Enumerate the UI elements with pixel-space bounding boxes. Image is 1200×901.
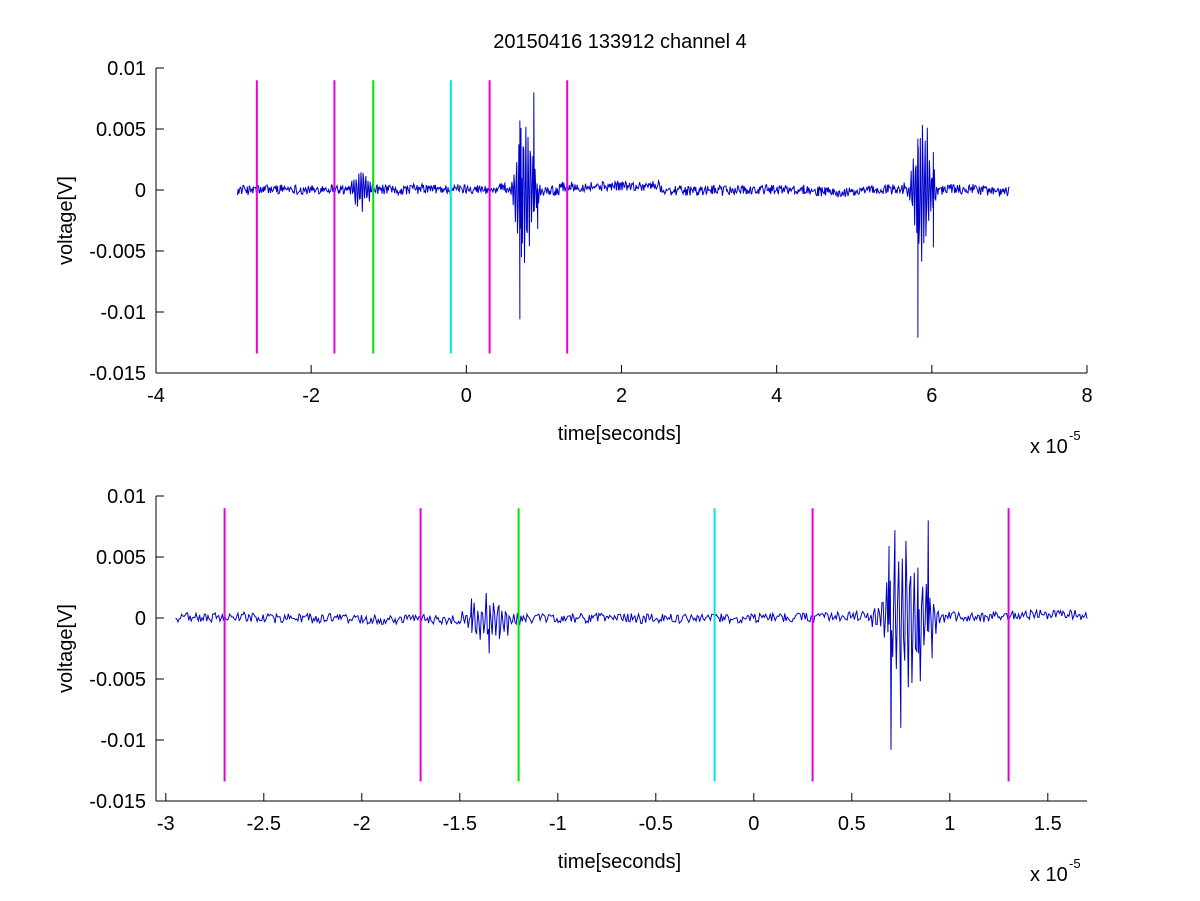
x-exponent-superscript: -5 <box>1069 428 1081 443</box>
x-tick-label: 0 <box>461 385 472 407</box>
chart-title: 20150416 133912 channel 4 <box>493 31 747 53</box>
x-exponent-label: x 10 <box>1030 436 1068 458</box>
y-tick-label: 0.005 <box>96 119 146 141</box>
x-tick-label: -2 <box>353 813 371 835</box>
y-tick-label: -0.015 <box>89 363 146 385</box>
x-tick-label: -1 <box>549 813 567 835</box>
x-tick-label: 0.5 <box>838 813 866 835</box>
signal-line <box>236 92 1010 338</box>
x-tick-label: -3 <box>157 813 175 835</box>
bottom-subplot: 0.01 0.005 0 -0.005 -0.01 -0.015 -3 -2.5 -2 -1.5 -… <box>55 486 1088 886</box>
x-tick-label: -4 <box>147 385 165 407</box>
top-subplot: 0.01 0.005 0 -0.005 -0.01 -0.015-4 -2 0 2 4 6 8 time… <box>55 58 1093 458</box>
y-tick-label: 0 <box>135 608 146 630</box>
x-tick-label: -1.5 <box>443 813 477 835</box>
x-exponent-label: x 10 <box>1030 864 1068 886</box>
y-tick-label: 0.01 <box>107 58 146 80</box>
y-tick-label: 0 <box>135 180 146 202</box>
y-tick-label: 0.005 <box>96 547 146 569</box>
y-axis-label: voltage[V] <box>55 604 77 693</box>
y-tick-label: -0.015 <box>89 791 146 813</box>
x-axis-label: time[seconds] <box>558 423 681 445</box>
y-tick-label: -0.005 <box>89 669 146 691</box>
y-tick-label: -0.01 <box>100 302 146 324</box>
x-tick-label: 6 <box>926 385 937 407</box>
x-tick-label: 1 <box>944 813 955 835</box>
y-axis-label: voltage[V] <box>55 176 77 265</box>
signal-line <box>175 520 1088 750</box>
y-tick-label: -0.005 <box>89 241 146 263</box>
x-exponent-superscript: -5 <box>1069 856 1081 871</box>
y-tick-label: -0.01 <box>100 730 146 752</box>
x-tick-label: 8 <box>1081 385 1092 407</box>
x-tick-label: 1.5 <box>1034 813 1062 835</box>
y-tick-label: 0.01 <box>107 486 146 508</box>
x-tick-label: -2 <box>302 385 320 407</box>
x-tick-label: 0 <box>748 813 759 835</box>
x-tick-label: -2.5 <box>247 813 281 835</box>
x-axis-label: time[seconds] <box>558 851 681 873</box>
x-tick-label: 2 <box>616 385 627 407</box>
x-tick-label: 4 <box>771 385 782 407</box>
x-tick-label: -0.5 <box>639 813 673 835</box>
